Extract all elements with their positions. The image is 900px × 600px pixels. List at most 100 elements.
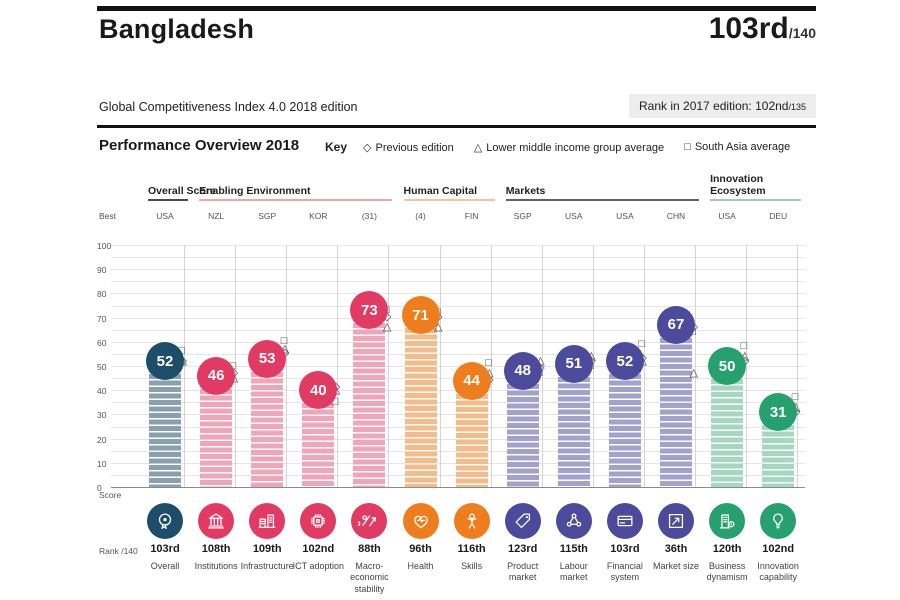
pillar-rank: 102nd	[762, 543, 795, 555]
edition-subtitle: Global Competitiveness Index 4.0 2018 ed…	[99, 100, 358, 114]
region-average-marker: □	[791, 391, 799, 403]
pillar-rank: 115th	[559, 543, 588, 555]
top-rule	[97, 6, 816, 11]
pillar-rank: 123rd	[508, 543, 538, 555]
best-performer-code: NZL	[208, 211, 225, 221]
y-axis-tick: 100	[97, 241, 112, 251]
price-tag-icon	[504, 503, 541, 539]
column-rail	[439, 245, 441, 487]
pillar-name: Labour market	[559, 561, 588, 583]
column-rail	[184, 245, 185, 487]
y-axis-tick: 50	[97, 362, 107, 372]
legend-label: Previous edition	[375, 141, 454, 154]
pillar-name: Institutions	[194, 561, 238, 571]
gridline	[111, 245, 805, 246]
best-performer-code: USA	[156, 211, 174, 221]
pillar-group-label: Enabling Environment	[199, 184, 311, 197]
score-value-badge: 67	[657, 305, 695, 344]
pillar-name: Skills	[461, 561, 483, 571]
percent-growth-icon	[351, 503, 388, 539]
gridline	[111, 317, 805, 319]
triangle-icon: △	[473, 141, 483, 154]
y-axis-tick: 90	[97, 265, 107, 276]
pillar-rank: 88th	[358, 543, 381, 555]
diamond-icon: ◇	[363, 141, 372, 154]
column-rail	[337, 245, 339, 487]
overall-rank-value: 103rd	[708, 12, 789, 45]
rank-row-label: Rank /140	[99, 546, 138, 556]
income-average-marker: △	[382, 320, 392, 333]
region-average-marker: □	[485, 357, 492, 370]
best-performer-code: SGP	[258, 211, 277, 221]
region-average-marker: □	[638, 337, 646, 350]
chart-title: Performance Overview 2018	[99, 137, 300, 154]
pillar-group-label: Innovation Ecosystem	[710, 172, 766, 197]
pillar-rank: 103rd	[150, 543, 180, 555]
score-bar	[149, 361, 181, 487]
best-performer-code: (4)	[415, 211, 426, 221]
region-average-marker: □	[280, 335, 288, 348]
score-value-badge: 40	[299, 371, 338, 410]
pillar-name: Overall	[150, 561, 180, 571]
gridline	[111, 353, 805, 355]
credit-card-icon	[606, 503, 643, 539]
pillar-rank: 102nd	[302, 543, 335, 555]
pillar-group-label: Overall Score	[148, 184, 216, 197]
column-rail	[541, 245, 543, 487]
y-axis-tick: 70	[97, 313, 107, 324]
column-rail	[490, 245, 492, 487]
people-network-icon	[555, 503, 592, 539]
gridline	[111, 257, 805, 259]
best-performer-code: KOR	[309, 211, 328, 221]
score-bar	[506, 370, 539, 487]
report-content: Bangladesh 103rd/140 Global Competitiven…	[97, 0, 816, 600]
score-bar	[353, 310, 386, 487]
column-rail	[797, 245, 799, 487]
section-rule	[97, 125, 816, 128]
y-axis-tick: 60	[97, 337, 107, 348]
score-value-badge: 53	[248, 339, 287, 378]
pillar-rank: 103rd	[610, 543, 640, 555]
pillar-name: Product market	[507, 561, 539, 583]
gridline	[111, 341, 805, 343]
x-axis-line	[111, 487, 805, 488]
score-value-badge: 51	[554, 344, 593, 383]
score-value-badge: 52	[146, 342, 184, 381]
income-average-marker: △	[280, 342, 290, 355]
pillar-name: Macro-economic stability	[350, 561, 389, 594]
column-rail	[388, 245, 390, 487]
legend-label: South Asia average	[694, 141, 791, 153]
gridline	[111, 293, 805, 295]
score-bar	[608, 361, 641, 487]
pillar-group-label: Human Capital	[403, 184, 478, 197]
best-performer-code: USA	[565, 211, 583, 221]
previous-edition-marker: ◇	[382, 311, 392, 324]
expand-chart-icon	[658, 503, 694, 539]
income-average-marker: △	[536, 354, 545, 367]
score-value-badge: 71	[401, 296, 440, 335]
y-axis-tick: 30	[97, 410, 107, 421]
best-performer-code: SGP	[513, 211, 532, 221]
building-gear-icon	[709, 503, 746, 539]
gridline	[111, 329, 805, 331]
pillar-group-underline	[403, 199, 495, 201]
pillar-rank: 36th	[664, 543, 688, 555]
y-axis-tick: 40	[97, 386, 107, 397]
best-performer-code: USA	[718, 211, 736, 221]
legend-item-income: △ Lower middle income group average	[474, 141, 664, 154]
y-axis-tick: 20	[97, 434, 107, 445]
income-average-marker: △	[740, 349, 750, 362]
chart-legend: Key ◇ Previous edition △ Lower middle inco…	[325, 140, 790, 154]
pillar-name: Innovation capability	[757, 561, 799, 583]
best-performer-code: USA	[616, 211, 634, 221]
score-bar	[660, 324, 692, 487]
column-rail	[235, 245, 237, 487]
legend-item-previous: ◇ Previous edition	[363, 141, 454, 154]
pillar-name: Health	[407, 561, 434, 571]
gridline	[111, 269, 805, 271]
gauge-icon	[147, 503, 183, 539]
pillar-group-underline	[710, 199, 802, 201]
chip-icon	[300, 503, 337, 539]
pillar-name: Market size	[652, 561, 699, 571]
